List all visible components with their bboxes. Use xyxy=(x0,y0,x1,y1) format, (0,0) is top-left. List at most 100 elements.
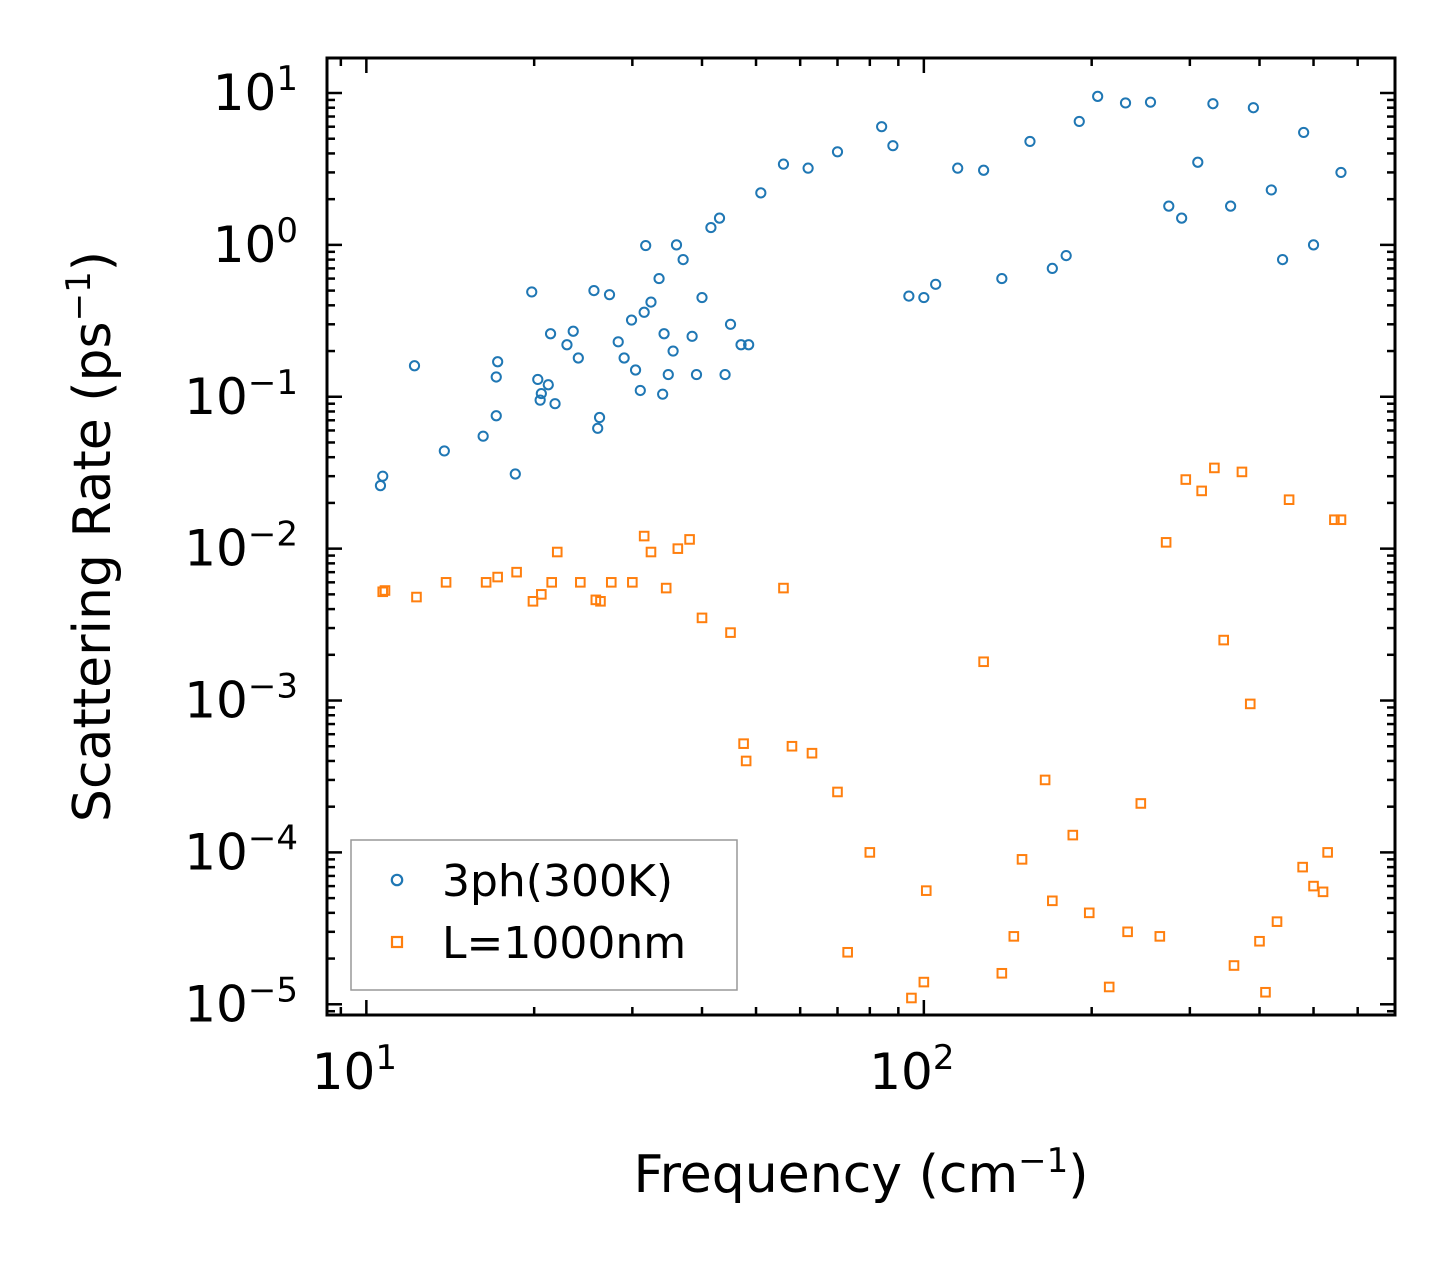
marker-L1000nm-8 xyxy=(536,589,547,600)
marker-L1000nm-56 xyxy=(1271,916,1283,927)
marker-L1000nm-48 xyxy=(1196,485,1207,497)
x-tick-label-0: 101 xyxy=(312,1038,397,1101)
marker-3ph-63 xyxy=(1092,90,1104,102)
marker-L1000nm-62 xyxy=(1329,514,1340,526)
marker-3ph-53 xyxy=(903,290,915,302)
x-axis-label-sup: −1 xyxy=(1018,1141,1068,1181)
y-tick-exp: −2 xyxy=(248,515,298,555)
y-tick-exp: 0 xyxy=(276,211,298,251)
marker-3ph-7 xyxy=(492,356,504,368)
y-tick-base: 10 xyxy=(213,216,277,274)
marker-3ph-25 xyxy=(625,314,638,326)
y-axis-label-text: Scattering Rate (ps xyxy=(63,321,123,822)
marker-3ph-73 xyxy=(1276,253,1289,266)
y-tick-exp: −3 xyxy=(248,667,298,707)
marker-3ph-52 xyxy=(887,140,899,152)
marker-L1000nm-25 xyxy=(778,582,789,594)
marker-3ph-42 xyxy=(713,212,726,224)
legend: 3ph(300K) L=1000nm xyxy=(350,839,738,991)
marker-L1000nm-33 xyxy=(920,885,932,896)
marker-L1000nm-1 xyxy=(379,585,391,596)
marker-3ph-60 xyxy=(1046,262,1058,275)
y-tick-base: 10 xyxy=(184,520,248,578)
marker-3ph-59 xyxy=(1024,135,1036,148)
marker-L1000nm-9 xyxy=(546,577,557,588)
y-tick-base: 10 xyxy=(184,672,248,730)
marker-3ph-66 xyxy=(1163,200,1175,212)
marker-L1000nm-7 xyxy=(527,596,539,607)
legend-marker-L1000nm xyxy=(390,935,404,949)
marker-3ph-40 xyxy=(696,291,708,304)
y-tick-exp: 1 xyxy=(276,59,298,99)
plot-frame xyxy=(325,56,1397,1017)
marker-3ph-30 xyxy=(645,296,657,308)
marker-3ph-47 xyxy=(755,187,767,199)
marker-L1000nm-43 xyxy=(1122,926,1133,938)
marker-3ph-35 xyxy=(667,345,679,357)
data-markers xyxy=(374,90,1347,1004)
marker-3ph-11 xyxy=(534,394,546,406)
marker-3ph-62 xyxy=(1073,115,1085,128)
marker-3ph-32 xyxy=(657,388,669,400)
legend-box xyxy=(350,839,738,991)
marker-3ph-29 xyxy=(640,239,652,252)
marker-3ph-51 xyxy=(876,121,888,133)
marker-3ph-21 xyxy=(593,411,606,424)
marker-3ph-54 xyxy=(918,291,930,304)
y-axis-label-end: ) xyxy=(63,251,123,271)
marker-L1000nm-16 xyxy=(638,530,650,542)
marker-3ph-45 xyxy=(735,339,747,351)
marker-L1000nm-27 xyxy=(806,747,818,759)
marker-3ph-6 xyxy=(490,371,502,383)
marker-L1000nm-29 xyxy=(842,946,853,958)
marker-L1000nm-40 xyxy=(1067,829,1079,841)
marker-3ph-70 xyxy=(1225,200,1237,212)
marker-L1000nm-18 xyxy=(660,582,672,594)
marker-3ph-31 xyxy=(653,272,665,285)
marker-L1000nm-53 xyxy=(1244,698,1256,710)
marker-3ph-8 xyxy=(509,468,521,480)
marker-L1000nm-35 xyxy=(996,967,1008,979)
marker-L1000nm-63 xyxy=(1335,514,1347,526)
y-tick-label-6: 10−5 xyxy=(184,970,298,1033)
y-tick-label-0: 101 xyxy=(213,59,298,122)
marker-3ph-74 xyxy=(1298,126,1310,139)
marker-3ph-76 xyxy=(1335,166,1347,179)
marker-L1000nm-49 xyxy=(1209,462,1220,474)
marker-3ph-12 xyxy=(535,387,547,400)
y-tick-base: 10 xyxy=(184,823,248,881)
marker-L1000nm-31 xyxy=(906,992,917,1004)
marker-L1000nm-24 xyxy=(740,755,752,767)
marker-3ph-36 xyxy=(670,239,683,251)
x-tick-exp: 2 xyxy=(933,1038,955,1078)
marker-L1000nm-6 xyxy=(511,566,522,578)
marker-3ph-27 xyxy=(634,384,646,397)
marker-L1000nm-32 xyxy=(918,976,930,988)
marker-L1000nm-14 xyxy=(605,577,617,588)
x-tick-base: 10 xyxy=(869,1043,933,1101)
marker-3ph-75 xyxy=(1307,239,1320,251)
marker-3ph-2 xyxy=(408,360,421,372)
y-tick-label-2: 10−1 xyxy=(184,363,298,426)
marker-L1000nm-20 xyxy=(684,534,695,545)
marker-3ph-4 xyxy=(477,430,489,442)
marker-3ph-26 xyxy=(629,364,642,376)
legend-label-L1000nm: L=1000nm xyxy=(442,918,686,969)
marker-L1000nm-60 xyxy=(1317,886,1329,898)
legend-label-3ph: 3ph(300K) xyxy=(442,856,673,907)
x-tick-label-1: 102 xyxy=(869,1038,954,1101)
marker-L1000nm-46 xyxy=(1160,537,1172,548)
y-tick-base: 10 xyxy=(213,64,277,122)
marker-L1000nm-2 xyxy=(411,591,422,603)
marker-L1000nm-38 xyxy=(1039,774,1051,786)
marker-3ph-46 xyxy=(743,339,755,351)
marker-3ph-1 xyxy=(377,470,389,482)
marker-3ph-24 xyxy=(618,352,630,364)
marker-3ph-57 xyxy=(978,164,990,176)
marker-L1000nm-41 xyxy=(1083,907,1095,919)
y-tick-label-3: 10−2 xyxy=(184,515,298,578)
x-axis-label-text: Frequency (cm xyxy=(633,1145,1018,1205)
marker-3ph-50 xyxy=(831,146,844,158)
marker-3ph-44 xyxy=(724,318,737,330)
